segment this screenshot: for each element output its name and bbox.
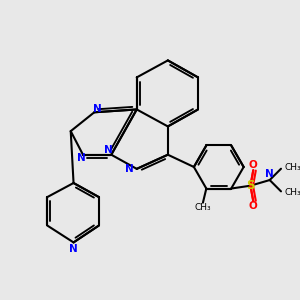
- Text: S: S: [246, 179, 255, 192]
- Text: CH₃: CH₃: [284, 188, 300, 197]
- Text: N: N: [104, 146, 113, 155]
- Text: N: N: [93, 104, 101, 115]
- Text: N: N: [265, 169, 274, 179]
- Text: N: N: [125, 164, 134, 174]
- Text: CH₃: CH₃: [284, 163, 300, 172]
- Text: N: N: [69, 244, 78, 254]
- Text: CH₃: CH₃: [195, 203, 211, 212]
- Text: O: O: [249, 160, 258, 170]
- Text: O: O: [249, 201, 258, 212]
- Text: N: N: [77, 152, 86, 163]
